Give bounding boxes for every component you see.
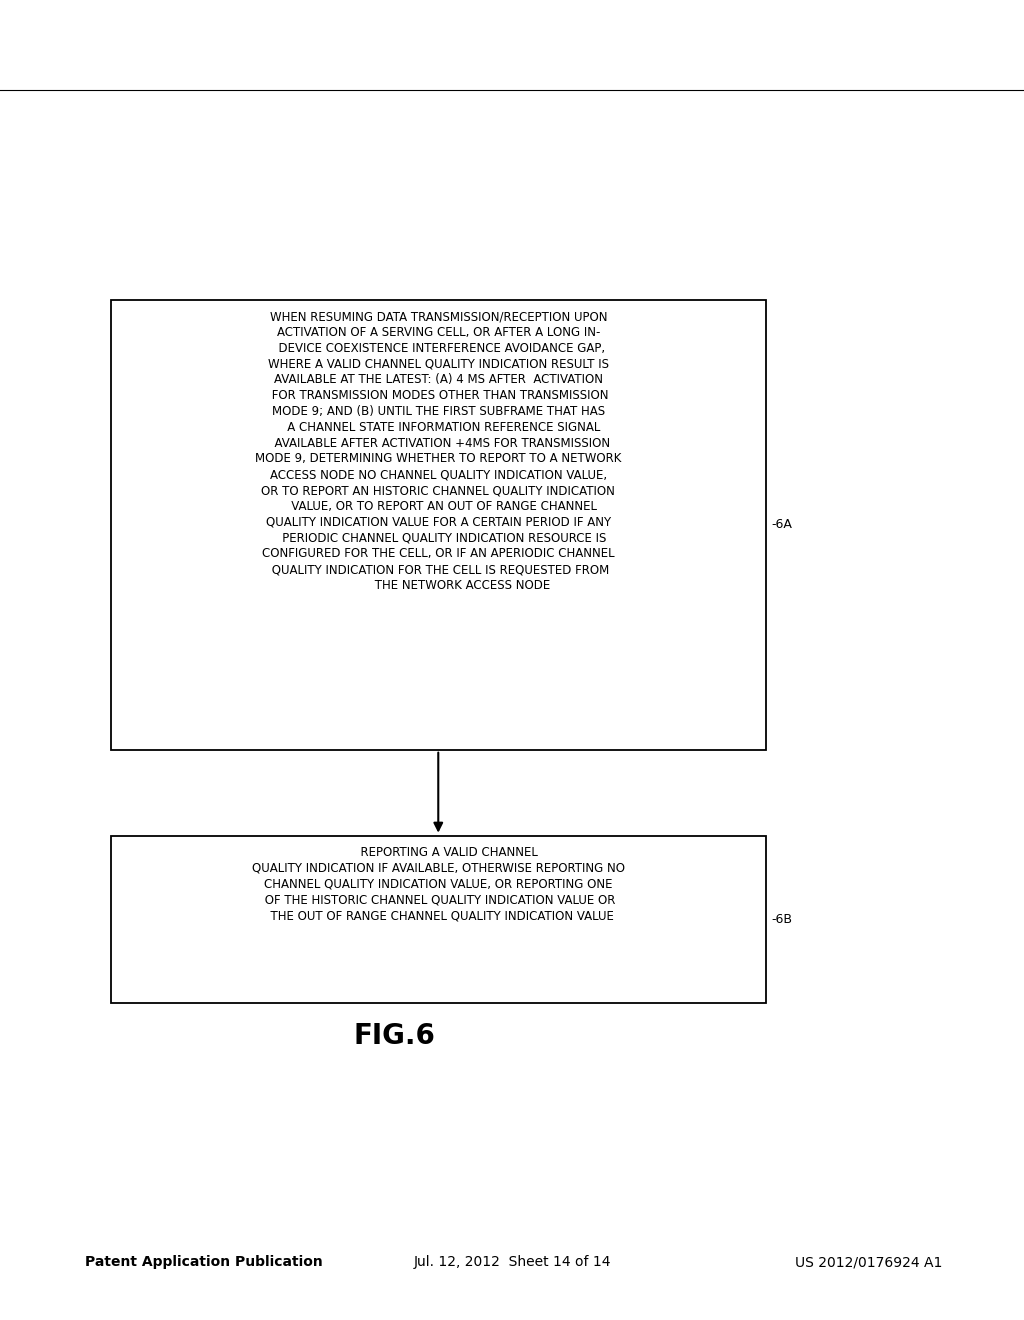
Text: US 2012/0176924 A1: US 2012/0176924 A1 xyxy=(795,1255,942,1270)
Text: -6B: -6B xyxy=(771,913,793,925)
Text: REPORTING A VALID CHANNEL
QUALITY INDICATION IF AVAILABLE, OTHERWISE REPORTING N: REPORTING A VALID CHANNEL QUALITY INDICA… xyxy=(252,846,625,923)
Text: FIG.6: FIG.6 xyxy=(353,1022,435,1051)
Bar xyxy=(111,836,766,1003)
Text: Jul. 12, 2012  Sheet 14 of 14: Jul. 12, 2012 Sheet 14 of 14 xyxy=(414,1255,610,1270)
Text: Patent Application Publication: Patent Application Publication xyxy=(85,1255,323,1270)
Text: -6A: -6A xyxy=(771,519,792,531)
Text: WHEN RESUMING DATA TRANSMISSION/RECEPTION UPON
ACTIVATION OF A SERVING CELL, OR : WHEN RESUMING DATA TRANSMISSION/RECEPTIO… xyxy=(255,310,622,591)
Bar xyxy=(111,300,766,750)
